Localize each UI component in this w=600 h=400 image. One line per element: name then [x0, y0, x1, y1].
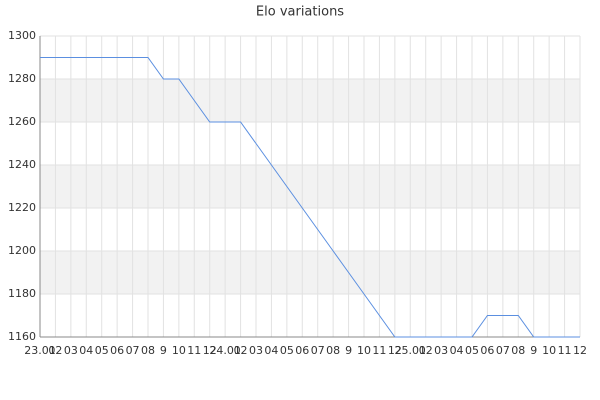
y-tick-label: 1280 — [8, 72, 36, 85]
x-tick-label: 02 — [419, 344, 433, 357]
x-tick-label: 06 — [110, 344, 124, 357]
y-tick-label: 1200 — [8, 244, 36, 257]
x-tick-label: 08 — [141, 344, 155, 357]
x-tick-label: 11 — [558, 344, 572, 357]
x-tick-label: 02 — [48, 344, 62, 357]
line-series — [40, 57, 580, 338]
x-tick-label: 06 — [480, 344, 494, 357]
x-tick-label: 08 — [326, 344, 340, 357]
x-tick-label: 23.01 — [24, 344, 56, 357]
x-tick-label: 9 — [345, 344, 352, 357]
x-tick-label: 03 — [64, 344, 78, 357]
x-tick-label: 06 — [295, 344, 309, 357]
x-tick-label: 05 — [280, 344, 294, 357]
y-tick-label: 1180 — [8, 287, 36, 300]
chart-title: Elo variations — [256, 5, 344, 20]
x-tick-label: 12 — [388, 344, 402, 357]
x-tick-label: 07 — [311, 344, 325, 357]
x-tick-label: 05 — [465, 344, 479, 357]
x-tick-label: 9 — [160, 344, 167, 357]
y-tick-label: 1160 — [8, 330, 36, 343]
x-tick-label: 25.01 — [395, 344, 427, 357]
band — [40, 165, 580, 208]
x-tick-label: 10 — [172, 344, 186, 357]
x-tick-label: 10 — [542, 344, 556, 357]
bands — [40, 79, 580, 294]
x-tick-label: 11 — [372, 344, 386, 357]
x-tick-label: 03 — [249, 344, 263, 357]
x-tick-label: 08 — [511, 344, 525, 357]
y-tick-label: 1260 — [8, 115, 36, 128]
x-tick-label: 07 — [126, 344, 140, 357]
x-tick-label: 9 — [530, 344, 537, 357]
band — [40, 251, 580, 294]
x-tick-label: 12 — [573, 344, 587, 357]
x-tick-label: 04 — [79, 344, 93, 357]
y-tick-label: 1240 — [8, 158, 36, 171]
x-tick-label: 02 — [234, 344, 248, 357]
band — [40, 79, 580, 122]
x-tick-label: 04 — [264, 344, 278, 357]
x-tick-label: 12 — [203, 344, 217, 357]
y-tick-label: 1220 — [8, 201, 36, 214]
x-tick-label: 24.01 — [209, 344, 241, 357]
x-tick-label: 03 — [434, 344, 448, 357]
x-tick-label: 10 — [357, 344, 371, 357]
x-tick-label: 07 — [496, 344, 510, 357]
x-tick-label: 11 — [187, 344, 201, 357]
x-tick-label: 05 — [95, 344, 109, 357]
y-tick-label: 1300 — [8, 29, 36, 42]
x-tick-label: 04 — [450, 344, 464, 357]
